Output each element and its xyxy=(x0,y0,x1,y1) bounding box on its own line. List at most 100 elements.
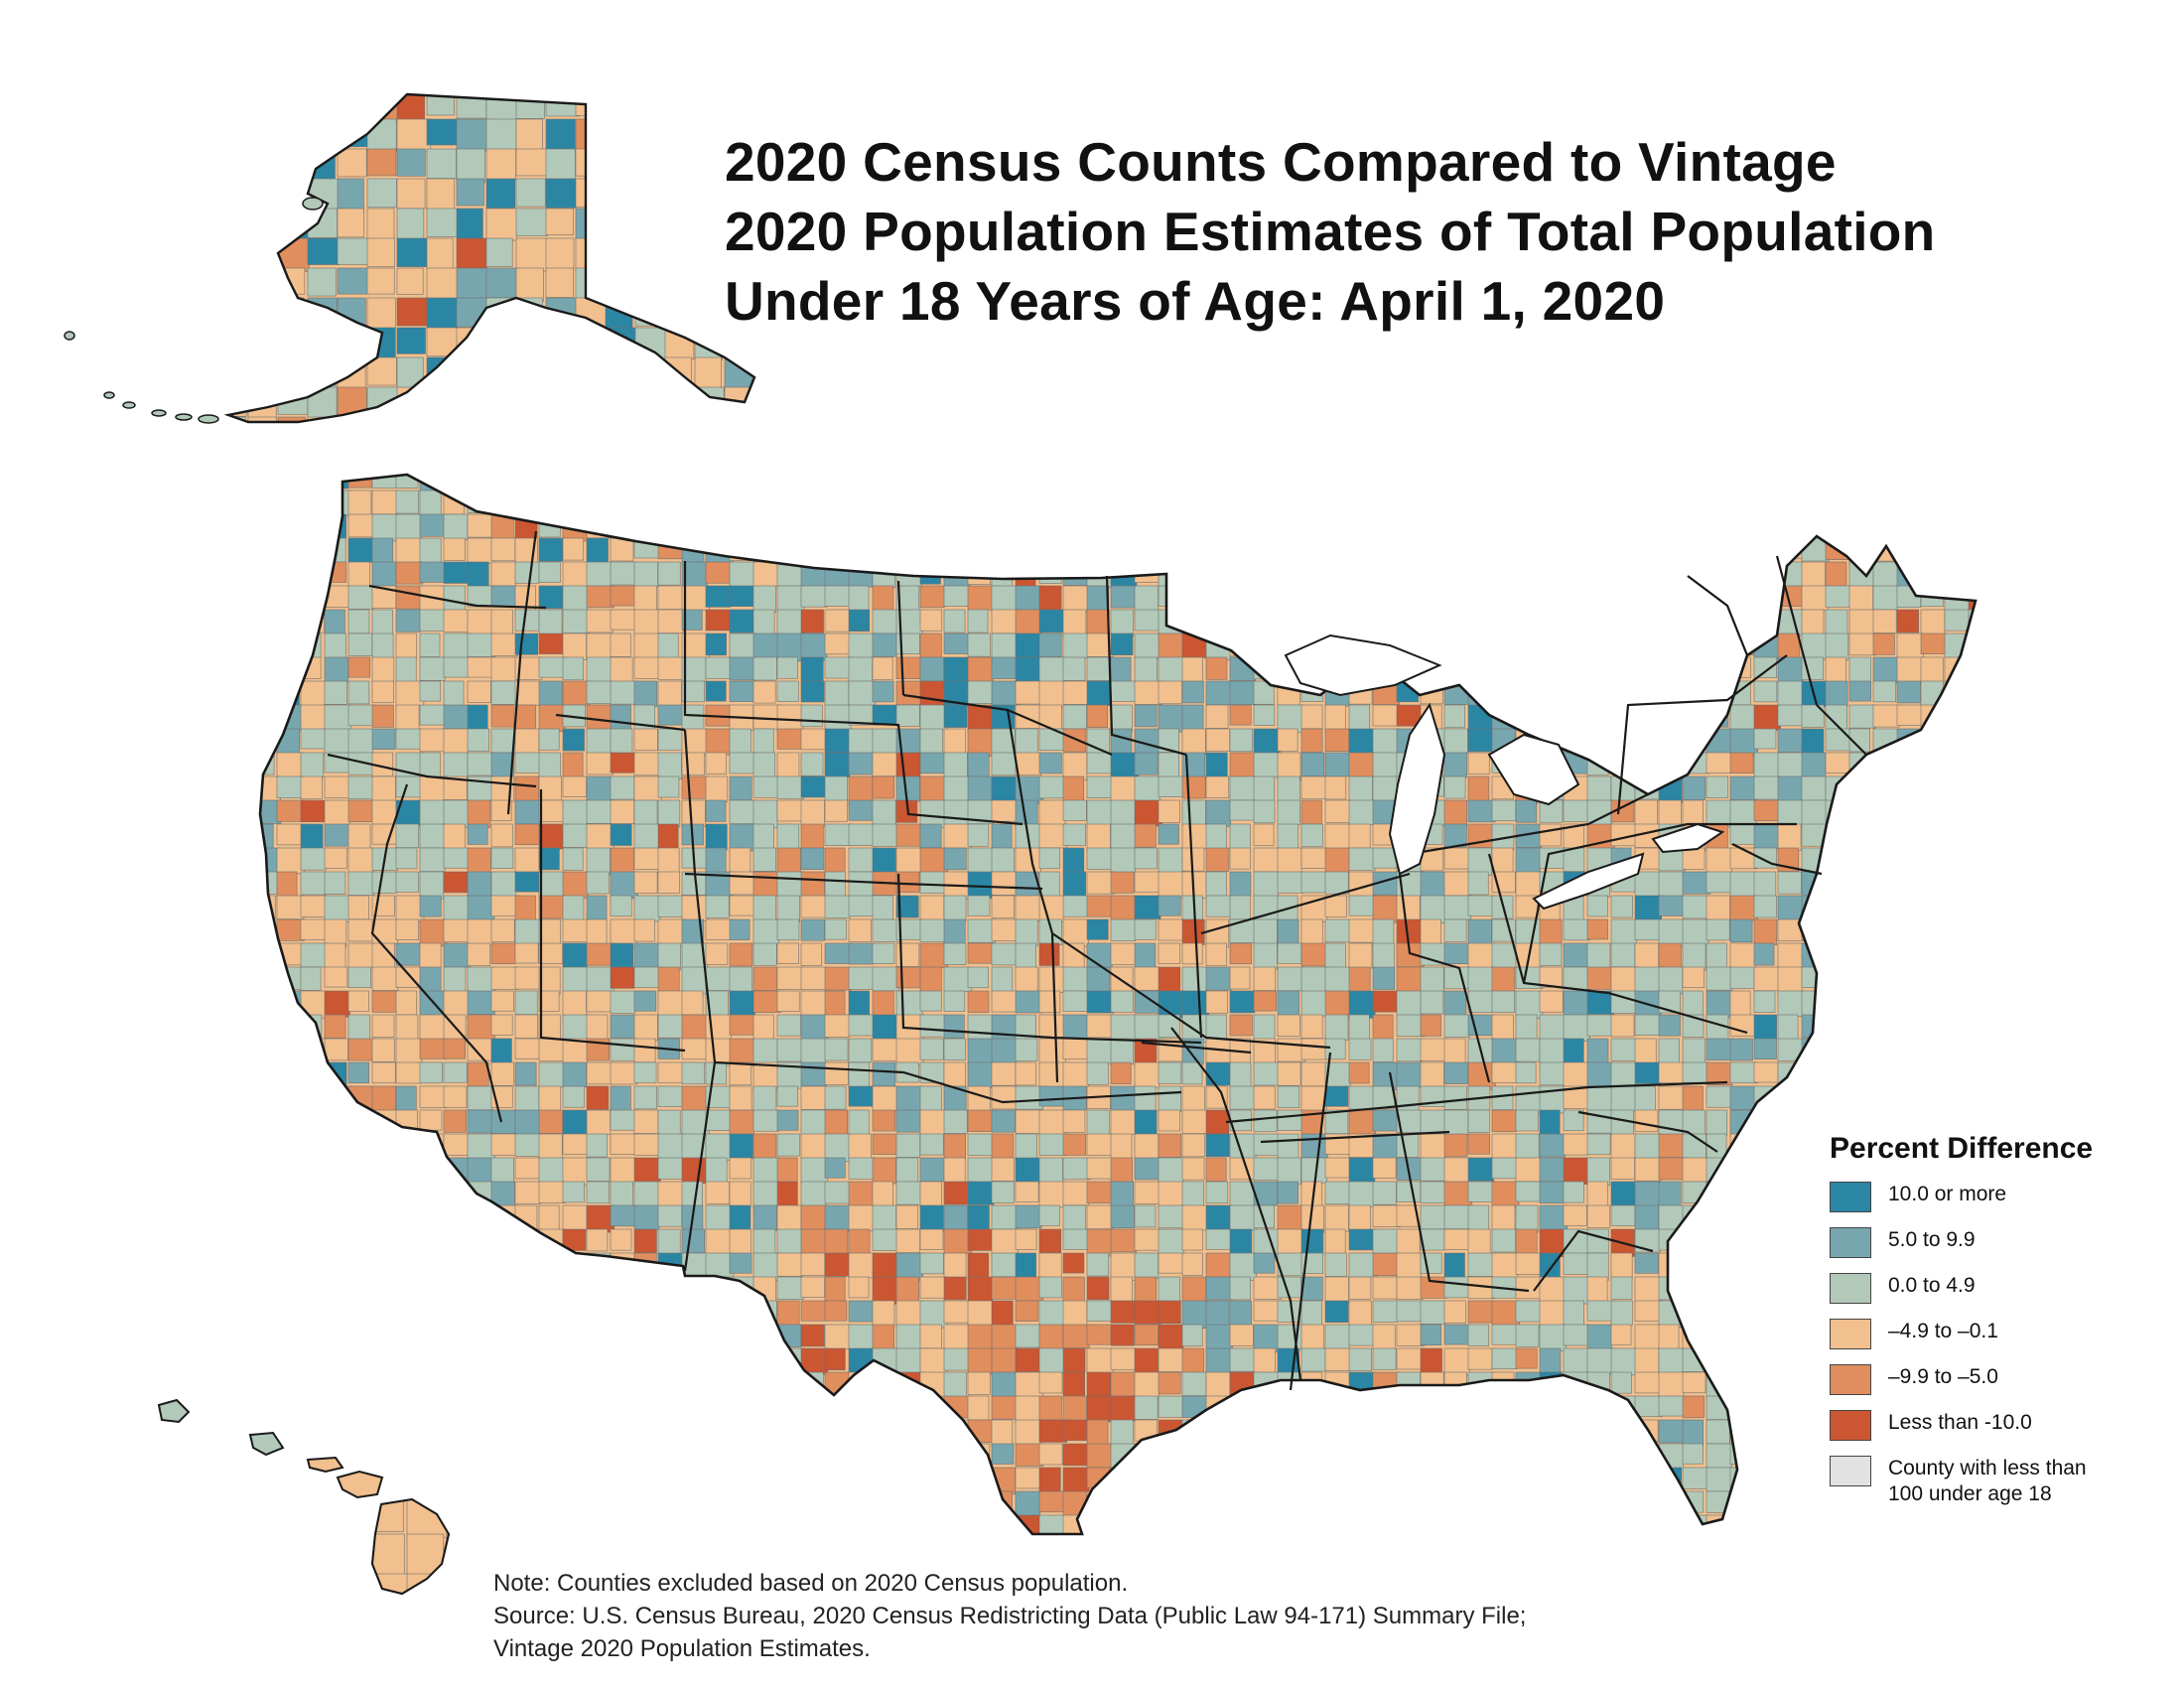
county-cell xyxy=(776,633,805,662)
county-cell xyxy=(800,752,824,776)
county-cell xyxy=(1515,1061,1537,1084)
county-cell xyxy=(300,1085,322,1109)
county-cell xyxy=(562,799,592,825)
county-cell xyxy=(1944,966,1968,990)
county-cell xyxy=(776,990,800,1013)
county-cell xyxy=(1539,1181,1565,1204)
county-cell xyxy=(1729,990,1751,1018)
county-cell xyxy=(1706,942,1727,969)
county-cell xyxy=(872,1467,900,1493)
county-cell xyxy=(371,1038,395,1062)
county-cell xyxy=(1872,680,1897,703)
county-cell xyxy=(1158,799,1180,823)
county-cell xyxy=(371,1085,396,1111)
county-cell xyxy=(586,585,614,609)
county-cell xyxy=(1777,1490,1804,1519)
county-cell xyxy=(1539,1133,1566,1158)
county-cell xyxy=(848,1276,870,1299)
county-cell xyxy=(277,356,312,387)
county-cell xyxy=(776,1252,803,1277)
county-cell xyxy=(1586,1467,1614,1494)
county-cell xyxy=(1586,680,1609,706)
county-cell xyxy=(694,208,722,235)
county-cell xyxy=(1753,1395,1781,1420)
county-cell xyxy=(1396,942,1425,968)
county-cell xyxy=(634,416,669,422)
county-cell xyxy=(1920,1014,1943,1041)
county-cell xyxy=(633,847,662,870)
county-cell xyxy=(1801,609,1825,635)
county-cell xyxy=(991,1085,1018,1110)
county-cell xyxy=(1586,1324,1612,1350)
county-cell xyxy=(1920,1061,1944,1085)
county-cell xyxy=(562,1181,585,1203)
county-cell xyxy=(1610,475,1639,494)
county-cell xyxy=(1420,1419,1444,1449)
county-cell xyxy=(1729,1181,1753,1203)
county-cell xyxy=(1253,847,1281,873)
county-cell xyxy=(300,1371,325,1393)
county-cell xyxy=(1729,799,1757,827)
county-cell xyxy=(443,513,469,540)
county-cell xyxy=(1944,1038,1969,1059)
county-cell xyxy=(800,537,823,561)
county-cell xyxy=(276,1252,304,1282)
county-cell xyxy=(1706,1347,1727,1376)
county-cell xyxy=(300,704,327,733)
county-cell xyxy=(1158,752,1179,781)
county-cell xyxy=(664,356,692,391)
county-cell xyxy=(1443,918,1467,942)
county-cell xyxy=(1825,609,1848,634)
county-cell xyxy=(446,1533,449,1572)
county-cell xyxy=(586,1467,614,1490)
county-cell xyxy=(538,609,563,635)
county-cell xyxy=(1300,823,1323,848)
county-cell xyxy=(919,799,945,828)
county-cell xyxy=(1038,1467,1061,1493)
legend-title: Percent Difference xyxy=(1830,1132,2094,1165)
county-cell xyxy=(753,94,754,117)
county-cell xyxy=(776,823,800,850)
county-cell xyxy=(562,1324,584,1352)
county-cell xyxy=(1134,561,1162,583)
county-cell xyxy=(419,823,448,849)
legend-swatch xyxy=(1830,1227,1871,1258)
county-cell xyxy=(419,1109,443,1131)
county-cell xyxy=(490,609,513,636)
county-cell xyxy=(1658,585,1681,614)
county-cell xyxy=(1253,1157,1280,1181)
county-cell xyxy=(1110,1061,1132,1085)
county-cell xyxy=(443,1204,467,1227)
county-cell xyxy=(1181,1490,1210,1513)
county-cell xyxy=(1729,561,1759,584)
county-cell xyxy=(1443,1276,1472,1299)
county-cell xyxy=(800,1181,827,1208)
county-cell xyxy=(752,1038,778,1065)
county-cell xyxy=(1324,1276,1349,1305)
county-cell xyxy=(1372,1443,1398,1466)
county-cell xyxy=(610,1085,631,1112)
county-cell xyxy=(324,1371,353,1397)
county-cell xyxy=(1801,1324,1824,1350)
county-cell xyxy=(824,1252,851,1277)
county-cell xyxy=(633,1490,662,1520)
county-cell xyxy=(1038,656,1067,685)
county-cell xyxy=(337,356,366,388)
county-cell xyxy=(1158,1443,1182,1470)
county-cell xyxy=(1086,1395,1113,1423)
county-cell xyxy=(800,1395,827,1419)
county-cell xyxy=(705,728,734,756)
county-cell xyxy=(1682,475,1707,494)
county-cell xyxy=(1181,704,1204,731)
county-cell xyxy=(1682,656,1705,683)
county-cell xyxy=(1801,775,1827,801)
county-cell xyxy=(1467,847,1492,876)
county-cell xyxy=(1110,1467,1137,1492)
county-cell xyxy=(300,1395,322,1418)
county-cell xyxy=(1634,895,1662,922)
county-cell xyxy=(1110,1419,1134,1448)
county-cell xyxy=(1181,490,1210,518)
county-cell xyxy=(1491,1371,1515,1401)
county-cell xyxy=(943,1204,968,1230)
county-cell xyxy=(538,1347,561,1377)
